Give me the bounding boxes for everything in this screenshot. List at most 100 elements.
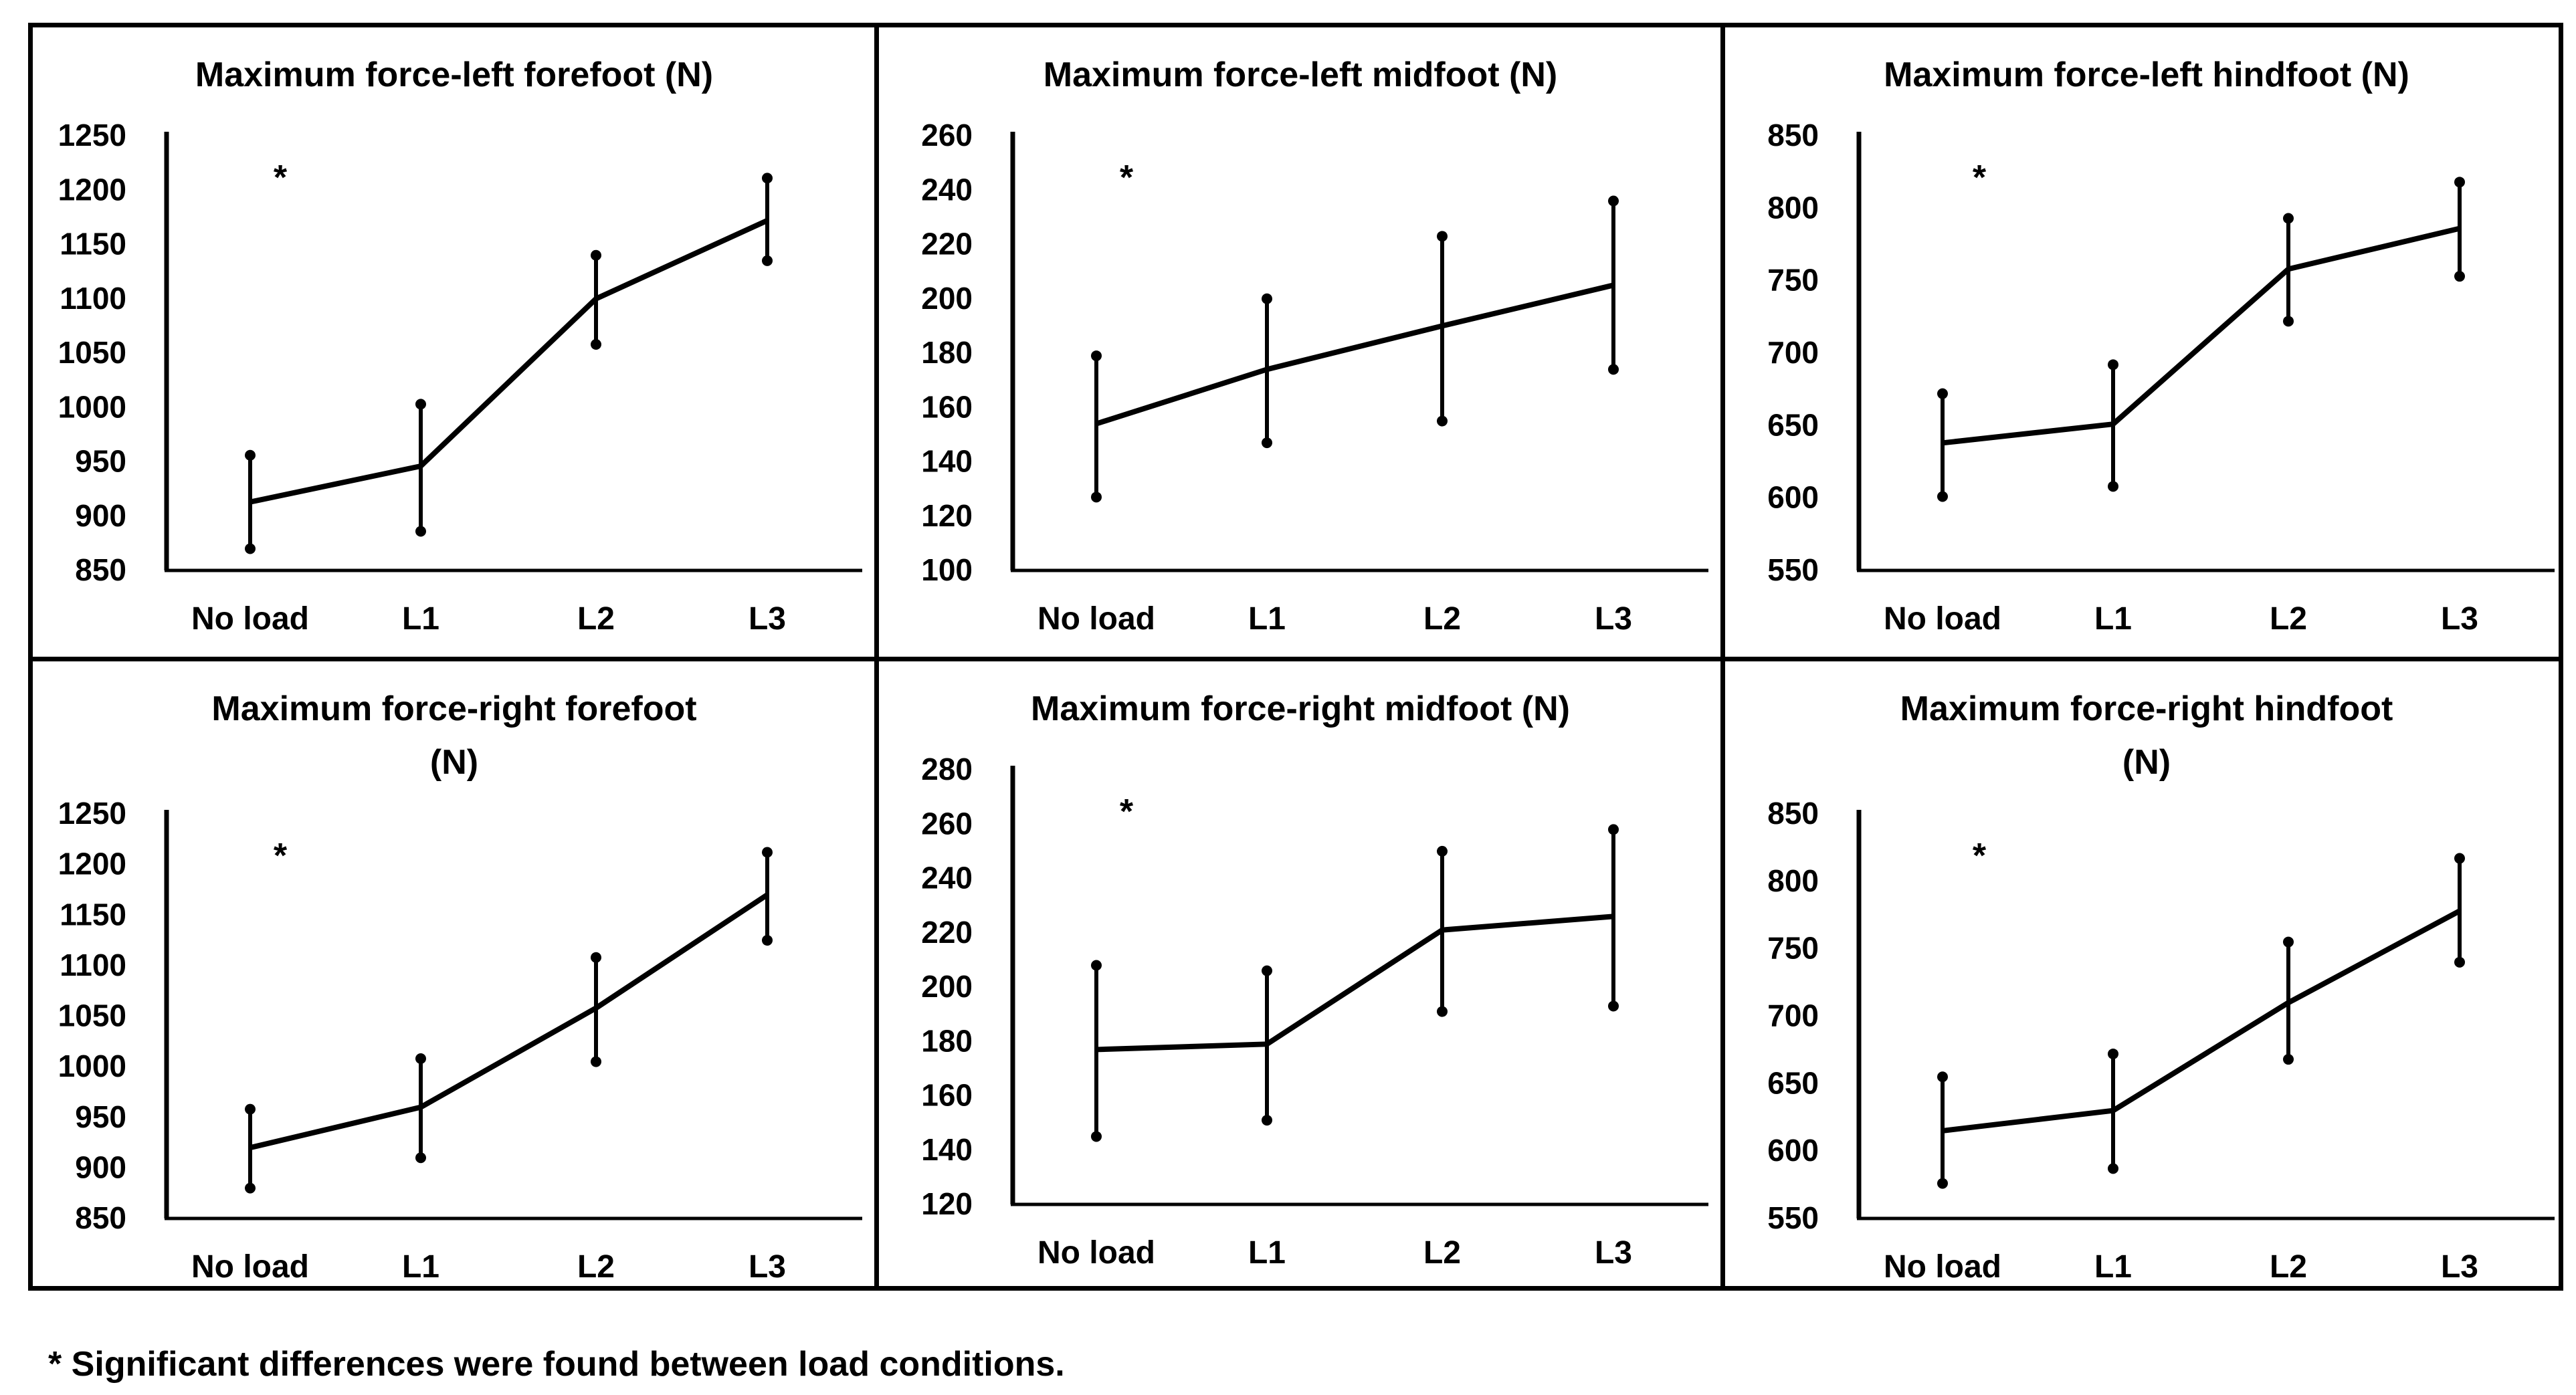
- y-tick-label: 120: [921, 1186, 973, 1221]
- x-tick-label: No load: [1037, 601, 1155, 637]
- y-tick-label: 1000: [58, 1049, 126, 1083]
- y-tick-label: 700: [1767, 998, 1819, 1033]
- error-bar-cap: [1262, 965, 1272, 976]
- y-tick-label: 1100: [60, 281, 126, 316]
- x-tick-label: No load: [191, 1249, 309, 1285]
- error-bar-cap: [1437, 231, 1448, 242]
- y-tick-label: 550: [1767, 552, 1819, 587]
- x-tick-label: L1: [402, 601, 439, 637]
- y-tick-label: 1050: [58, 998, 126, 1033]
- panel-left-midfoot: Maximum force-left midfoot (N) 100 120 140 1…: [879, 27, 1720, 657]
- chart-svg: Maximum force-left hindfoot (N) 550 600 650…: [1767, 56, 2555, 637]
- error-bar-cap: [591, 952, 601, 963]
- error-bar-cap: [2283, 213, 2294, 224]
- y-tick-label: 1100: [60, 948, 126, 982]
- y-tick-label: 220: [921, 227, 973, 261]
- chart-title: (N): [430, 743, 478, 782]
- y-tick-label: 140: [921, 1132, 973, 1167]
- x-tick-label: No load: [1884, 1249, 2001, 1285]
- y-tick-label: 280: [921, 752, 973, 786]
- error-bar-cap: [2454, 853, 2465, 864]
- error-bar-cap: [245, 449, 256, 461]
- x-tick-label: L1: [2094, 601, 2132, 637]
- x-tick-label: No load: [1037, 1235, 1155, 1271]
- x-tick-label: L1: [2094, 1249, 2132, 1285]
- y-tick-label: 700: [1767, 335, 1819, 370]
- x-tick-label: L3: [1595, 601, 1632, 637]
- error-bar-cap: [1262, 437, 1272, 449]
- x-tick-label: L3: [749, 1249, 786, 1285]
- error-bar-cap: [415, 399, 426, 410]
- error-bar-cap: [2108, 1048, 2118, 1059]
- error-bar-cap: [2454, 271, 2465, 282]
- chart-title: Maximum force-left hindfoot (N): [1884, 56, 2409, 94]
- error-bar-cap: [1262, 293, 1272, 304]
- error-bar-cap: [2454, 177, 2465, 188]
- y-tick-label: 160: [921, 1078, 973, 1113]
- panel-right-forefoot: Maximum force-right forefoot (N) 850 900 950…: [33, 661, 874, 1291]
- significance-asterisk: *: [1973, 158, 1987, 197]
- panel-left-forefoot: Maximum force-left forefoot (N) 850 900 950…: [33, 27, 874, 657]
- horizontal-divider: [33, 657, 2559, 661]
- x-tick-label: L2: [2270, 601, 2307, 637]
- y-tick-label: 900: [75, 1150, 126, 1184]
- error-bar-cap: [2283, 1054, 2294, 1065]
- error-bar-cap: [1608, 364, 1619, 375]
- y-tick-label: 600: [1767, 480, 1819, 515]
- x-tick-label: L2: [1423, 1235, 1461, 1271]
- y-tick-label: 1200: [58, 847, 126, 881]
- x-tick-label: L1: [1248, 601, 1286, 637]
- x-tick-label: L3: [2441, 601, 2478, 637]
- error-bar-cap: [2108, 1163, 2118, 1174]
- error-bar-cap: [762, 255, 773, 266]
- error-bar-cap: [2283, 316, 2294, 327]
- error-bar-cap: [1437, 1006, 1448, 1017]
- chart-svg: Maximum force-right forefoot (N) 850 900 950…: [58, 689, 862, 1285]
- chart-svg: Maximum force-left midfoot (N) 100 120 140 1…: [921, 56, 1708, 637]
- y-tick-label: 120: [921, 498, 973, 533]
- y-tick-label: 240: [921, 172, 973, 207]
- chart-title: Maximum force-right forefoot: [211, 689, 696, 728]
- error-bar-cap: [2454, 956, 2465, 968]
- series-line: [1942, 908, 2461, 1134]
- chart-svg: Maximum force-right midfoot (N) 120 140 160…: [921, 689, 1708, 1271]
- x-tick-label: L2: [1423, 601, 1461, 637]
- error-bar-cap: [1262, 1115, 1272, 1126]
- error-bar-cap: [1608, 824, 1619, 835]
- y-tick-label: 260: [921, 118, 973, 152]
- error-bar-cap: [245, 1103, 256, 1115]
- error-bar-cap: [1091, 960, 1102, 971]
- y-tick-label: 1250: [58, 118, 126, 152]
- y-tick-label: 650: [1767, 407, 1819, 442]
- y-tick-label: 1150: [60, 897, 126, 932]
- y-tick-label: 180: [921, 335, 973, 370]
- error-bar-cap: [415, 1152, 426, 1164]
- y-tick-label: 140: [921, 444, 973, 479]
- error-bar-cap: [2108, 359, 2118, 370]
- footnote: * Significant differences were found bet…: [48, 1345, 1065, 1384]
- chart-svg: Maximum force-right hindfoot (N) 550 600 650…: [1767, 689, 2555, 1285]
- y-tick-label: 850: [75, 1200, 126, 1235]
- x-tick-label: L1: [402, 1249, 439, 1285]
- y-tick-label: 750: [1767, 931, 1819, 966]
- error-bar-cap: [591, 249, 601, 261]
- x-tick-label: No load: [191, 601, 309, 637]
- error-bar-cap: [762, 935, 773, 946]
- figure-frame: Maximum force-left forefoot (N) 850 900 950…: [28, 23, 2563, 1291]
- chart-svg: Maximum force-left forefoot (N) 850 900 950…: [58, 56, 862, 637]
- error-bar-cap: [1937, 1178, 1948, 1189]
- error-bar-cap: [762, 847, 773, 858]
- chart-title: Maximum force-left midfoot (N): [1044, 56, 1557, 94]
- y-tick-label: 1000: [58, 389, 126, 424]
- x-tick-label: L3: [749, 601, 786, 637]
- y-tick-label: 180: [921, 1023, 973, 1058]
- y-tick-label: 550: [1767, 1200, 1819, 1235]
- x-tick-label: L2: [577, 1249, 615, 1285]
- significance-asterisk: *: [274, 837, 288, 875]
- y-tick-label: 160: [921, 389, 973, 424]
- y-tick-label: 750: [1767, 263, 1819, 298]
- panel-right-hindfoot: Maximum force-right hindfoot (N) 550 600 650…: [1725, 661, 2567, 1291]
- panel-right-midfoot: Maximum force-right midfoot (N) 120 140 160…: [879, 661, 1720, 1291]
- chart-title: (N): [2122, 743, 2171, 782]
- error-bar-cap: [245, 543, 256, 554]
